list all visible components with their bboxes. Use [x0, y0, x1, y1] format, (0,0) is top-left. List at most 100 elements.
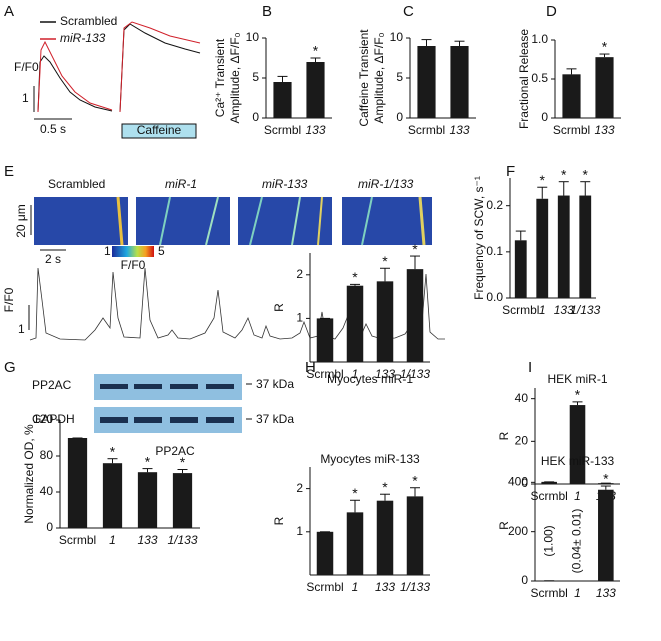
- bar: [316, 531, 334, 575]
- y-tick-label: 80: [40, 448, 54, 462]
- significance-star: *: [412, 472, 418, 488]
- y-axis-label: Amplitude, ΔF/F₀: [372, 32, 386, 123]
- bar: [376, 281, 394, 362]
- bar: [557, 195, 570, 298]
- y-tick-label: 200: [508, 524, 528, 538]
- y-axis-label: Normalized OD, %: [22, 424, 36, 524]
- bar: [406, 269, 424, 362]
- y-tick-label: 0: [396, 110, 403, 124]
- stimulus-box: [121, 123, 197, 139]
- chart-title: HEK miR-133: [541, 454, 615, 468]
- linescan: [136, 197, 230, 245]
- x-tick-label: Scrmbl: [553, 123, 590, 137]
- y-tick-label: 10: [390, 30, 404, 44]
- x-tick-label: 133: [554, 303, 574, 317]
- y-axis-label: R: [272, 516, 286, 525]
- colorbar-label: F/F0: [121, 258, 146, 272]
- bar: [172, 473, 193, 528]
- x-tick-label: 133: [375, 580, 395, 594]
- x-tick-label: 1: [352, 367, 359, 381]
- condition-label: miR-1/133: [358, 177, 414, 191]
- condition-label: miR-1: [165, 177, 197, 191]
- scale-label: 2 s: [45, 252, 61, 266]
- significance-star: *: [583, 166, 589, 182]
- y-tick-label: 20: [515, 434, 529, 448]
- x-tick-label: 133: [375, 367, 395, 381]
- panel-label: F: [506, 163, 515, 180]
- panel-label: I: [528, 359, 532, 376]
- bar: [579, 195, 592, 298]
- significance-star: *: [561, 166, 567, 182]
- y-axis-label: Caffeine Transient: [357, 29, 371, 127]
- x-tick-label: Scrmbl: [59, 533, 96, 547]
- significance-star: *: [352, 269, 358, 285]
- scale-label: 1: [18, 322, 25, 336]
- bar: [598, 489, 614, 581]
- marker-label: 37 kDa: [256, 377, 294, 391]
- bar: [569, 405, 586, 484]
- scale-label: F/F0: [2, 287, 16, 312]
- legend-label: Scrambled: [60, 14, 117, 28]
- y-tick-label: 10: [246, 30, 260, 44]
- bar: [316, 318, 334, 362]
- significance-star: *: [382, 479, 388, 495]
- y-tick-label: 0: [252, 110, 259, 124]
- colorbar-label: 1: [104, 244, 111, 258]
- legend-label: miR-133: [60, 31, 106, 45]
- significance-star: *: [575, 387, 581, 403]
- panel-label: A: [4, 3, 14, 20]
- y-tick-label: 5: [252, 70, 259, 84]
- trace: [119, 21, 201, 113]
- bar: [273, 82, 292, 118]
- y-axis-label: Frequency of SCW, s⁻¹: [472, 176, 486, 300]
- band-label: PP2AC: [32, 378, 72, 392]
- bar: [67, 438, 88, 528]
- x-tick-label: Scrmbl: [530, 586, 567, 600]
- linescan: [34, 197, 128, 245]
- scale-label: 1: [22, 91, 29, 105]
- x-tick-label: Scrmbl: [306, 367, 343, 381]
- x-tick-label: 133: [594, 123, 614, 137]
- x-tick-label: 133: [596, 586, 616, 600]
- chart-title: Myocytes miR-1: [327, 372, 413, 386]
- x-tick-label: Scrmbl: [502, 303, 539, 317]
- panel-label: E: [4, 163, 14, 180]
- bar: [562, 74, 581, 118]
- panel-label: B: [262, 3, 272, 20]
- trace: [37, 40, 113, 113]
- panel-label: C: [403, 3, 414, 20]
- y-axis-label: Fractional Release: [517, 29, 531, 129]
- x-tick-label: 1: [539, 303, 546, 317]
- bar: [536, 198, 549, 298]
- band-label: GAPDH: [32, 412, 75, 426]
- colorbar-label: 5: [158, 244, 165, 258]
- x-tick-label: Scrmbl: [408, 123, 445, 137]
- stimulus-label: Caffeine: [137, 123, 182, 137]
- x-tick-label: 1: [109, 533, 116, 547]
- bar: [595, 57, 614, 118]
- chart-title: PP2AC: [155, 444, 195, 458]
- bar: [406, 496, 424, 575]
- y-tick-label: 400: [508, 475, 528, 489]
- significance-star: *: [602, 39, 608, 55]
- condition-label: miR-133: [262, 177, 308, 191]
- linescan-images: [34, 196, 432, 246]
- panel-g-blot: PP2AC GAPDH 37 kDa 37 kDa: [32, 374, 294, 433]
- y-tick-label: 1.0: [531, 32, 548, 46]
- significance-star: *: [180, 454, 186, 470]
- bar: [102, 463, 123, 528]
- chart-title: Myocytes miR-133: [320, 452, 420, 466]
- significance-star: *: [412, 241, 418, 257]
- y-tick-label: 2: [296, 267, 303, 281]
- bar: [306, 62, 325, 118]
- bar: [514, 240, 527, 298]
- bar: [541, 481, 557, 484]
- panel-label: D: [546, 3, 557, 20]
- significance-star: *: [313, 43, 319, 59]
- panel-label: G: [4, 359, 16, 376]
- significance-star: *: [145, 453, 151, 469]
- scale-label: F/F0: [14, 60, 39, 74]
- y-tick-label: 0: [521, 573, 528, 587]
- x-tick-label: 1: [352, 580, 359, 594]
- bar: [376, 500, 394, 575]
